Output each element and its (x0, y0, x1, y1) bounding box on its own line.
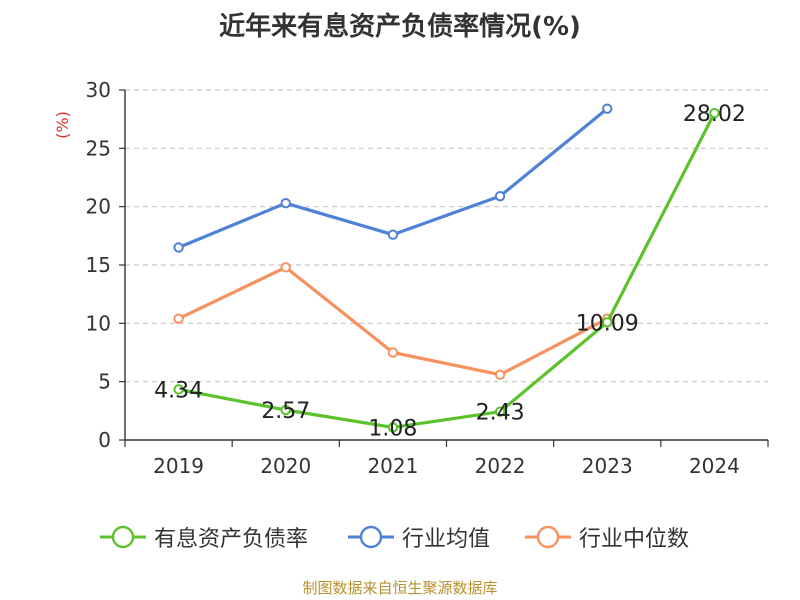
source-note: 制图数据来自恒生聚源数据库 (302, 579, 498, 597)
data-label: 2.43 (476, 401, 525, 426)
legend: 有息资产负债率 行业均值 行业中位数 (0, 520, 800, 554)
legend-item-0[interactable]: 有息资产负债率 (98, 520, 308, 554)
data-point (387, 347, 399, 358)
x-tick-label: 2021 (367, 454, 418, 478)
chart-title: 近年来有息资产负债率情况(%) (219, 12, 581, 42)
y-tick-label: 30 (86, 78, 111, 102)
data-label: 28.02 (683, 102, 746, 127)
axes: 0 5 10 15 20 25 30 2019 2020 2021 2022 2023 2024 (%) (53, 78, 769, 478)
legend-label: 行业均值 (402, 527, 491, 552)
series-lines (173, 103, 720, 433)
x-tick-label: 2022 (475, 454, 526, 478)
legend-swatch (525, 525, 571, 549)
gridlines (125, 89, 768, 383)
data-point (280, 262, 291, 273)
data-point (173, 313, 184, 324)
legend-swatch (100, 525, 146, 549)
data-point (280, 404, 291, 416)
data-point (602, 103, 613, 114)
data-label: 1.08 (368, 416, 417, 441)
y-tick-label: 0 (98, 428, 111, 452)
data-point (173, 242, 184, 253)
legend-swatch (348, 525, 394, 549)
data-point (280, 197, 291, 209)
series-line-1 (177, 107, 609, 249)
y-axis-label: (%) (53, 111, 72, 139)
x-tick-label: 2023 (582, 454, 633, 478)
y-tick-label: 25 (86, 136, 111, 160)
data-label: 10.09 (576, 311, 639, 336)
data-point (494, 369, 506, 380)
series-line-0 (178, 112, 716, 429)
x-tick-label: 2020 (260, 454, 311, 478)
legend-item-1[interactable]: 行业均值 (346, 520, 490, 554)
data-point (173, 384, 184, 395)
x-tick-label: 2024 (689, 454, 740, 478)
legend-label: 有息资产负债率 (154, 527, 309, 552)
y-tick-label: 5 (98, 370, 111, 394)
data-point (709, 107, 720, 119)
y-tick-label: 15 (86, 253, 111, 277)
data-label: 4.34 (154, 378, 203, 403)
data-point (387, 229, 399, 240)
x-tick-label: 2019 (153, 454, 204, 478)
data-point (494, 190, 506, 202)
y-tick-label: 20 (86, 195, 111, 219)
legend-item-2[interactable]: 行业中位数 (523, 520, 689, 554)
data-label: 2.57 (261, 399, 310, 424)
series-line-2 (177, 265, 608, 377)
y-tick-label: 10 (86, 311, 111, 335)
data-point (602, 317, 613, 328)
data-point (494, 406, 506, 417)
legend-label: 行业中位数 (579, 527, 690, 552)
data-point (387, 422, 399, 433)
data-labels: 4.34 2.57 1.08 2.43 10.09 28.02 (154, 102, 746, 441)
